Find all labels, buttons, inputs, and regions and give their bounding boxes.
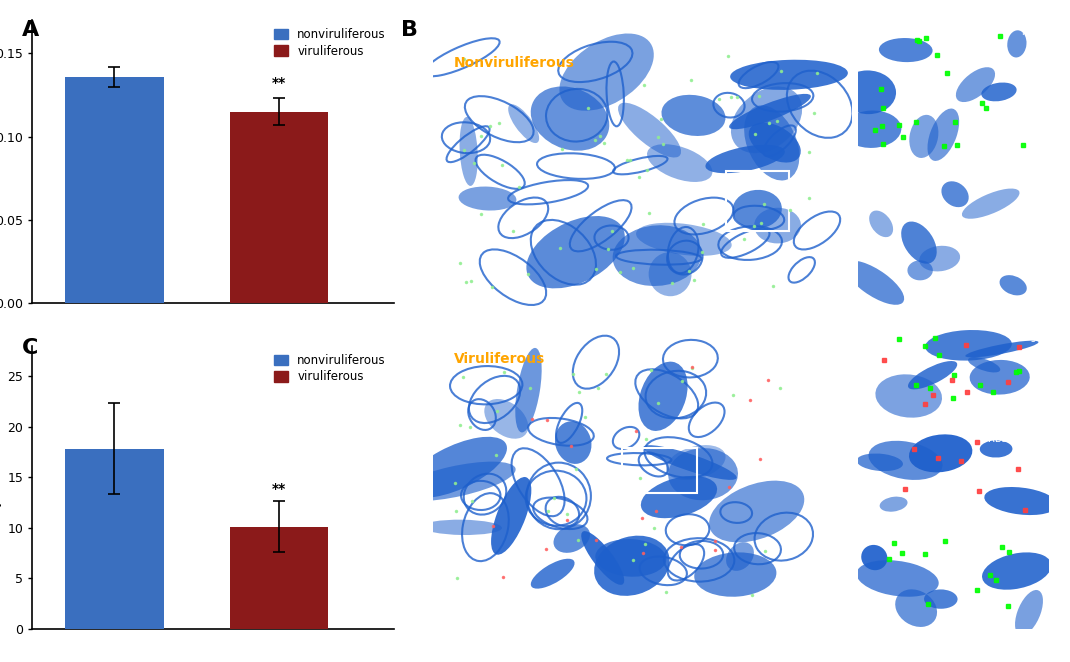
Ellipse shape — [531, 559, 575, 589]
Ellipse shape — [406, 437, 507, 498]
Ellipse shape — [844, 261, 904, 305]
Ellipse shape — [928, 109, 959, 161]
Text: **: ** — [272, 76, 286, 90]
Ellipse shape — [647, 144, 713, 182]
Ellipse shape — [396, 461, 516, 501]
Text: B: B — [401, 20, 418, 40]
Ellipse shape — [661, 95, 725, 136]
Ellipse shape — [861, 545, 887, 570]
Ellipse shape — [749, 122, 800, 163]
Ellipse shape — [491, 477, 532, 555]
Legend: nonviruliferous, viruliferous: nonviruliferous, viruliferous — [271, 26, 388, 60]
Y-axis label: Relative intensity of m6A fluorescence: Relative intensity of m6A fluorescence — [0, 367, 2, 608]
Ellipse shape — [560, 34, 654, 111]
Ellipse shape — [613, 225, 702, 286]
Ellipse shape — [754, 208, 801, 244]
Text: m6A: m6A — [1021, 536, 1043, 545]
Ellipse shape — [842, 111, 901, 148]
Ellipse shape — [459, 117, 478, 186]
Ellipse shape — [531, 87, 609, 151]
Bar — [65, 77, 164, 303]
Ellipse shape — [999, 275, 1027, 295]
Ellipse shape — [869, 441, 943, 480]
Text: Non-RBSDV P10: Non-RBSDV P10 — [965, 180, 1043, 190]
Ellipse shape — [553, 524, 590, 553]
Ellipse shape — [982, 552, 1052, 590]
Text: C: C — [21, 338, 37, 357]
Ellipse shape — [901, 222, 936, 263]
Text: Viruliferous: Viruliferous — [454, 352, 546, 365]
Ellipse shape — [962, 189, 1020, 218]
Bar — [230, 527, 328, 629]
Ellipse shape — [594, 536, 670, 596]
Bar — [727, 171, 790, 231]
Ellipse shape — [875, 374, 942, 418]
Ellipse shape — [485, 399, 529, 439]
Ellipse shape — [1015, 590, 1043, 636]
Ellipse shape — [980, 440, 1012, 457]
Ellipse shape — [733, 190, 782, 228]
Ellipse shape — [908, 361, 958, 389]
Ellipse shape — [896, 589, 937, 627]
Ellipse shape — [968, 357, 1000, 373]
Text: A: A — [21, 20, 39, 40]
Ellipse shape — [984, 487, 1057, 515]
Ellipse shape — [423, 520, 502, 535]
Ellipse shape — [926, 330, 1012, 361]
Ellipse shape — [639, 361, 688, 431]
Ellipse shape — [730, 60, 847, 90]
Text: Merge: Merge — [1012, 332, 1043, 342]
Ellipse shape — [618, 103, 681, 158]
Legend: nonviruliferous, viruliferous: nonviruliferous, viruliferous — [271, 352, 388, 386]
Ellipse shape — [555, 421, 592, 464]
Ellipse shape — [709, 481, 805, 542]
Bar — [230, 111, 328, 303]
Ellipse shape — [857, 453, 903, 471]
Ellipse shape — [981, 83, 1016, 101]
Ellipse shape — [526, 216, 625, 289]
Ellipse shape — [595, 539, 667, 577]
Ellipse shape — [907, 260, 933, 280]
Ellipse shape — [731, 87, 802, 153]
Text: RBSDV P10: RBSDV P10 — [988, 434, 1043, 444]
Ellipse shape — [969, 360, 1029, 395]
Ellipse shape — [878, 38, 933, 62]
Ellipse shape — [942, 181, 968, 207]
Ellipse shape — [956, 67, 995, 102]
Text: **: ** — [272, 483, 286, 496]
Ellipse shape — [643, 445, 737, 480]
Ellipse shape — [636, 223, 732, 256]
Ellipse shape — [705, 145, 784, 173]
Ellipse shape — [869, 211, 893, 237]
Ellipse shape — [668, 448, 738, 500]
Ellipse shape — [648, 252, 691, 296]
Ellipse shape — [581, 531, 624, 585]
Bar — [622, 448, 697, 493]
Ellipse shape — [919, 246, 960, 271]
Ellipse shape — [744, 105, 799, 181]
Ellipse shape — [459, 187, 517, 211]
Ellipse shape — [508, 104, 539, 143]
Ellipse shape — [910, 115, 938, 158]
Ellipse shape — [965, 341, 1039, 357]
Ellipse shape — [667, 445, 725, 480]
Ellipse shape — [1007, 30, 1026, 58]
Ellipse shape — [641, 476, 717, 518]
Ellipse shape — [857, 560, 938, 596]
Ellipse shape — [908, 434, 973, 473]
Ellipse shape — [694, 552, 777, 596]
Ellipse shape — [840, 70, 896, 114]
Ellipse shape — [729, 94, 811, 129]
Ellipse shape — [924, 589, 958, 609]
Ellipse shape — [880, 496, 907, 512]
Text: m6A: m6A — [1021, 27, 1043, 37]
Text: Nonviruliferous: Nonviruliferous — [454, 56, 575, 70]
Bar — [65, 449, 164, 629]
Ellipse shape — [516, 348, 541, 432]
Ellipse shape — [727, 542, 754, 571]
